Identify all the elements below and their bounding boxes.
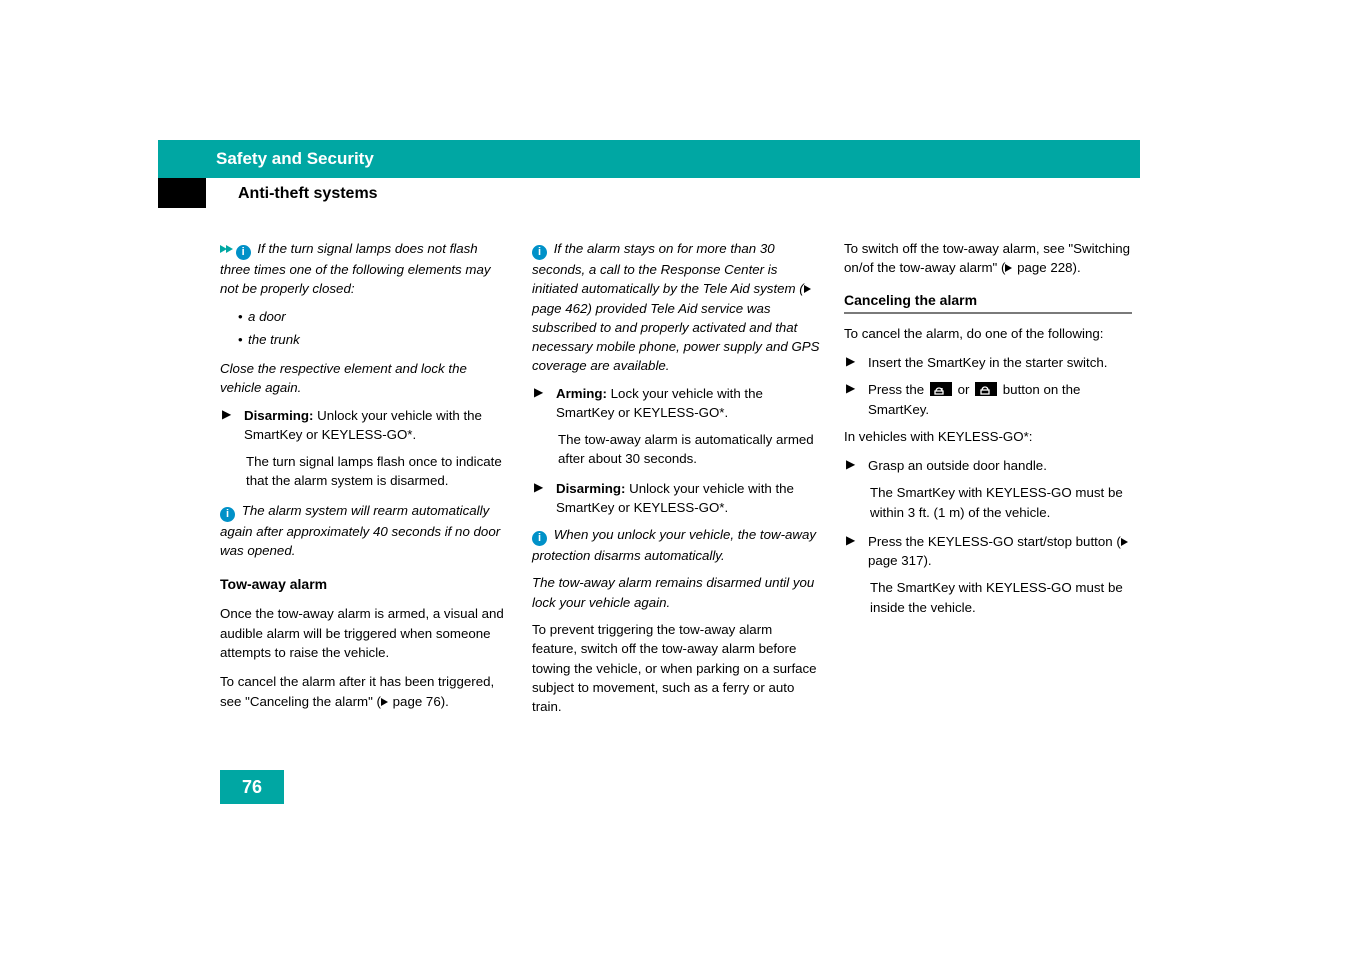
- action-item: ▶ Disarming: Unlock your vehicle with th…: [220, 406, 508, 445]
- unlock-key-icon: [930, 382, 952, 396]
- action-arrow-icon: ▶: [532, 479, 550, 518]
- continuation-marker: [220, 239, 232, 258]
- section-title: Anti-theft systems: [180, 178, 1140, 203]
- text-fragment: page 76).: [389, 694, 449, 709]
- note-text: If the turn signal lamps does not flash …: [220, 241, 491, 296]
- page-ref-icon: [1121, 538, 1128, 546]
- section-heading: Tow-away alarm: [220, 574, 508, 594]
- info-icon: i: [220, 507, 235, 522]
- action-text: Press the KEYLESS-GO start/stop button (…: [862, 532, 1132, 571]
- page-container: Safety and Security Anti-theft systems i…: [180, 140, 1140, 726]
- bullet-item: • the trunk: [220, 330, 508, 349]
- text-fragment: To cancel the alarm after it has been tr…: [220, 674, 494, 708]
- page-number-badge: 76: [220, 770, 284, 804]
- action-text: Disarming: Unlock your vehicle with the …: [550, 479, 820, 518]
- page-ref-icon: [804, 285, 811, 293]
- action-text: Press the or button on the SmartKey.: [862, 380, 1132, 419]
- action-text: Arming: Lock your vehicle with the Smart…: [550, 384, 820, 423]
- bullet-list: • a door • the trunk: [220, 307, 508, 350]
- thumb-tab: [158, 178, 206, 208]
- action-label: Arming:: [556, 386, 607, 401]
- bullet-marker: •: [220, 330, 238, 349]
- note-close: Close the respective element and lock th…: [220, 359, 508, 398]
- bullet-text: the trunk: [238, 330, 508, 349]
- action-item: ▶ Press the or button on the SmartKey.: [844, 380, 1132, 419]
- action-arrow-icon: ▶: [220, 406, 238, 445]
- note-block: i If the turn signal lamps does not flas…: [220, 239, 508, 299]
- column-2: i If the alarm stays on for more than 30…: [532, 239, 820, 726]
- note-after: The tow-away alarm remains disarmed unti…: [532, 573, 820, 612]
- note-text: The alarm system will rearm automaticall…: [220, 503, 500, 558]
- note-text: When you unlock your vehicle, the tow-aw…: [532, 527, 816, 563]
- content-columns: i If the turn signal lamps does not flas…: [180, 239, 1140, 726]
- text-fragment: page 317).: [868, 553, 932, 568]
- action-arrow-icon: ▶: [532, 384, 550, 423]
- action-arrow-icon: ▶: [844, 380, 862, 419]
- note-block: i The alarm system will rearm automatica…: [220, 501, 508, 561]
- bullet-text: a door: [238, 307, 508, 326]
- action-result: The turn signal lamps flash once to indi…: [220, 452, 508, 491]
- action-text: Insert the SmartKey in the starter switc…: [862, 353, 1132, 372]
- bullet-item: • a door: [220, 307, 508, 326]
- info-icon: i: [532, 245, 547, 260]
- action-label: Disarming:: [556, 481, 625, 496]
- action-item: ▶ Arming: Lock your vehicle with the Sma…: [532, 384, 820, 423]
- note-block: i If the alarm stays on for more than 30…: [532, 239, 820, 376]
- action-arrow-icon: ▶: [844, 532, 862, 571]
- text-fragment: Press the: [868, 382, 928, 397]
- bullet-marker: •: [220, 307, 238, 326]
- action-arrow-icon: ▶: [844, 456, 862, 475]
- page-ref-icon: [381, 698, 388, 706]
- action-item: ▶ Grasp an outside door handle.: [844, 456, 1132, 475]
- info-icon: i: [236, 245, 251, 260]
- page-ref-icon: [1005, 264, 1012, 272]
- action-arrow-icon: ▶: [844, 353, 862, 372]
- info-icon: i: [532, 531, 547, 546]
- action-text: Grasp an outside door handle.: [862, 456, 1132, 475]
- action-text: Disarming: Unlock your vehicle with the …: [238, 406, 508, 445]
- lock-key-icon: [975, 382, 997, 396]
- chapter-header-bar: Safety and Security: [158, 140, 1140, 178]
- text-fragment: To switch off the tow-away alarm, see "S…: [844, 241, 1130, 275]
- action-item: ▶ Press the KEYLESS-GO start/stop button…: [844, 532, 1132, 571]
- action-result: The SmartKey with KEYLESS-GO must be wit…: [844, 483, 1132, 522]
- page-number: 76: [242, 777, 262, 798]
- text-fragment: or: [954, 382, 973, 397]
- paragraph: To cancel the alarm, do one of the follo…: [844, 324, 1132, 343]
- note-block: i When you unlock your vehicle, the tow-…: [532, 525, 820, 565]
- text-fragment: page 228).: [1013, 260, 1080, 275]
- paragraph: In vehicles with KEYLESS-GO*:: [844, 427, 1132, 446]
- paragraph: Once the tow-away alarm is armed, a visu…: [220, 604, 508, 662]
- heading-rule: [844, 312, 1132, 314]
- action-result: The tow-away alarm is automatically arme…: [532, 430, 820, 469]
- text-fragment: Press the KEYLESS-GO start/stop button (: [868, 534, 1121, 549]
- text-fragment: If the alarm stays on for more than 30 s…: [532, 241, 804, 296]
- text-fragment: page 462) provided Tele Aid service was …: [532, 301, 820, 374]
- action-item: ▶ Insert the SmartKey in the starter swi…: [844, 353, 1132, 372]
- action-item: ▶ Disarming: Unlock your vehicle with th…: [532, 479, 820, 518]
- column-3: To switch off the tow-away alarm, see "S…: [844, 239, 1132, 726]
- chapter-title: Safety and Security: [216, 149, 374, 169]
- paragraph: To cancel the alarm after it has been tr…: [220, 672, 508, 711]
- column-1: i If the turn signal lamps does not flas…: [220, 239, 508, 726]
- paragraph: To switch off the tow-away alarm, see "S…: [844, 239, 1132, 278]
- action-result: The SmartKey with KEYLESS-GO must be ins…: [844, 578, 1132, 617]
- action-label: Disarming:: [244, 408, 313, 423]
- subsection-heading: Canceling the alarm: [844, 290, 1132, 310]
- paragraph: To prevent triggering the tow-away alarm…: [532, 620, 820, 716]
